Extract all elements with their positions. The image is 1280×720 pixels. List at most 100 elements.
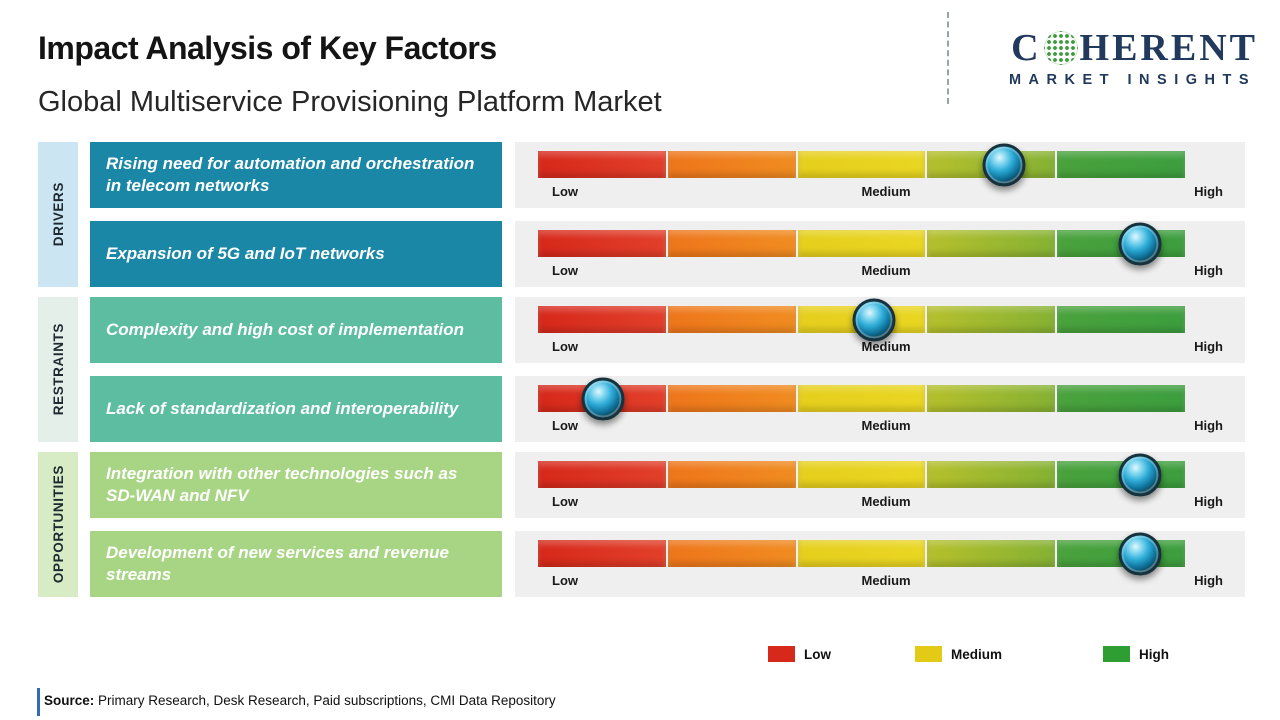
impact-bar: Low Medium High [515,221,1245,287]
impact-bar: Low Medium High [515,376,1245,442]
scale-low-label: Low [552,418,578,433]
bar-segment [797,151,926,178]
brand-logo: C HERENT MARKET INSIGHTS [1009,26,1258,88]
scale-high-label: High [1194,418,1223,433]
page-title: Impact Analysis of Key Factors [38,30,497,66]
scale-low-label: Low [552,263,578,278]
factor-row: Rising need for automation and orchestra… [90,142,1245,208]
group-tab-drivers: DRIVERS [38,142,78,287]
brand-letters-herent: HERENT [1079,27,1258,69]
group-tab-opportunities: OPPORTUNITIES [38,452,78,597]
bar-segment [538,306,666,333]
impact-bar: Low Medium High [515,142,1245,208]
impact-bar: Low Medium High [515,297,1245,363]
group-restraints: RESTRAINTS Complexity and high cost of i… [38,297,1245,442]
impact-marker [1118,453,1162,496]
brand-tagline: MARKET INSIGHTS [1008,72,1256,88]
scale-low-label: Low [552,494,578,509]
header-divider [947,12,949,104]
group-label: RESTRAINTS [50,323,66,416]
factor-label: Lack of standardization and interoperabi… [90,376,502,442]
factor-row: Development of new services and revenue … [90,531,1245,597]
impact-track [538,298,1185,341]
legend-label: High [1139,646,1169,662]
page-subtitle: Global Multiservice Provisioning Platfor… [38,86,662,118]
group-tab-restraints: RESTRAINTS [38,297,78,442]
bar-segment [797,461,926,488]
factor-label: Expansion of 5G and IoT networks [90,221,502,287]
impact-marker [581,377,625,420]
bar-segment [667,230,796,257]
factor-row: Complexity and high cost of implementati… [90,297,1245,363]
impact-track [538,222,1185,265]
bar-segment [1057,151,1185,178]
globe-icon [1043,31,1078,65]
scale-high-label: High [1194,494,1223,509]
factor-label: Development of new services and revenue … [90,531,502,597]
bar-segment [797,540,926,567]
scale-medium-label: Medium [861,339,911,354]
impact-bar: Low Medium High [515,452,1245,518]
scale-medium-label: Medium [861,418,911,433]
accent-line [37,688,40,716]
factor-row: Expansion of 5G and IoT networks Low Med… [90,221,1245,287]
impact-marker [1118,532,1162,575]
bar-segment [538,540,666,567]
bar-segment [538,151,666,178]
factor-label: Rising need for automation and orchestra… [90,142,502,208]
legend-swatch-high [1103,646,1130,662]
scale-high-label: High [1194,573,1223,588]
source-prefix: Source: [44,693,95,708]
scale-medium-label: Medium [861,263,911,278]
legend-label: Low [804,646,831,662]
scale-high-label: High [1194,184,1223,199]
scale-medium-label: Medium [861,184,911,199]
source-text: Primary Research, Desk Research, Paid su… [94,693,556,708]
impact-marker [1118,222,1162,265]
impact-bar: Low Medium High [515,531,1245,597]
scale-medium-label: Medium [861,573,911,588]
factor-row: Integration with other technologies such… [90,452,1245,518]
bar-segment [927,230,1056,257]
legend-swatch-low [768,646,795,662]
factor-label: Complexity and high cost of implementati… [90,297,502,363]
bar-segment [1057,306,1185,333]
bar-segment [667,385,796,412]
legend-swatch-medium [915,646,942,662]
group-opportunities: OPPORTUNITIES Integration with other tec… [38,452,1245,597]
legend-item-high: High [1103,646,1169,662]
legend-item-low: Low [768,646,831,662]
impact-marker [982,143,1026,186]
impact-track [538,453,1185,496]
brand-letter-c: C [1011,27,1042,69]
bar-segment [538,230,666,257]
legend: Low Medium High [0,646,1280,666]
bar-segment [667,151,796,178]
bar-segment [667,306,796,333]
factor-row: Lack of standardization and interoperabi… [90,376,1245,442]
bar-segment [538,461,666,488]
scale-low-label: Low [552,339,578,354]
bar-segment [927,306,1056,333]
group-drivers: DRIVERS Rising need for automation and o… [38,142,1245,287]
scale-low-label: Low [552,573,578,588]
impact-marker [852,298,896,341]
scale-high-label: High [1194,339,1223,354]
scale-medium-label: Medium [861,494,911,509]
legend-item-medium: Medium [915,646,1002,662]
group-label: OPPORTUNITIES [50,465,66,584]
scale-high-label: High [1194,263,1223,278]
bar-segment [927,385,1056,412]
bar-segment [927,461,1056,488]
scale-low-label: Low [552,184,578,199]
impact-matrix: DRIVERS Rising need for automation and o… [38,142,1245,597]
bar-segment [927,540,1056,567]
brand-name: C HERENT [1009,26,1258,70]
bar-segment [667,461,796,488]
group-label: DRIVERS [50,182,66,247]
impact-track [538,377,1185,420]
bar-segment [797,385,926,412]
factor-label: Integration with other technologies such… [90,452,502,518]
impact-track [538,143,1185,186]
